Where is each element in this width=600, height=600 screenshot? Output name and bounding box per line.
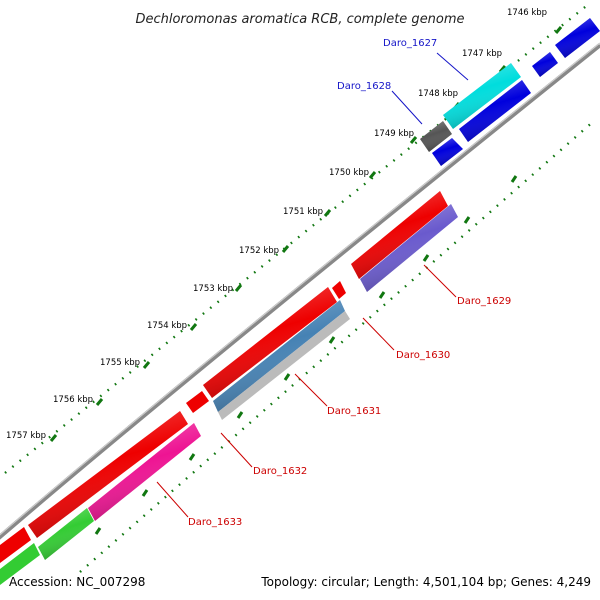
gene-daro-1631-shade bbox=[213, 300, 345, 412]
tick-label: 1756 kbp bbox=[53, 395, 93, 405]
gene-label-daro-1627[interactable]: Daro_1627 bbox=[383, 38, 437, 49]
gene-green-1-shade bbox=[38, 508, 94, 560]
gene-label-daro-1628[interactable]: Daro_1628 bbox=[337, 81, 391, 92]
gene-leader-lines bbox=[156, 52, 469, 518]
genome-backbone bbox=[0, 43, 600, 540]
gene-daro-1628-shade bbox=[420, 121, 452, 152]
gene-red-long-shade bbox=[28, 411, 188, 538]
gene-labels: Daro_1627 Daro_1628 Daro_1629 Daro_1630 … bbox=[188, 38, 511, 528]
tick-label: 1752 kbp bbox=[239, 246, 279, 256]
gene-blue-inner-1-shade bbox=[459, 80, 531, 142]
accession-label: Accession: NC_007298 bbox=[9, 575, 145, 589]
gene-daro-1630-shade bbox=[351, 191, 448, 279]
genome-backbone-highlight bbox=[0, 42, 600, 536]
tick-labels: 1746 kbp 1747 kbp 1748 kbp 1749 kbp 1750… bbox=[6, 8, 547, 441]
gene-red-arrow bbox=[186, 391, 209, 413]
outer-strand-features bbox=[0, 18, 600, 563]
tick-marks-inner bbox=[94, 175, 518, 535]
tick-label: 1754 kbp bbox=[147, 321, 187, 331]
tick-label: 1748 kbp bbox=[418, 89, 458, 99]
gene-red-small bbox=[332, 281, 346, 299]
gene-blue-far-1-shade bbox=[555, 18, 600, 58]
gene-daro-1627-shade bbox=[443, 63, 521, 129]
gene-label-daro-1631[interactable]: Daro_1631 bbox=[327, 406, 381, 417]
gene-green-2 bbox=[0, 543, 40, 585]
tick-label: 1757 kbp bbox=[6, 431, 46, 441]
gene-silver bbox=[218, 311, 350, 420]
gene-label-daro-1629[interactable]: Daro_1629 bbox=[457, 296, 511, 307]
gene-blue-inner-2-shade bbox=[432, 138, 463, 166]
tick-label: 1755 kbp bbox=[100, 358, 140, 368]
gene-daro-1629-shade bbox=[360, 204, 458, 292]
inner-strand-features bbox=[0, 204, 458, 585]
tick-label: 1750 kbp bbox=[329, 168, 369, 178]
tick-label: 1751 kbp bbox=[283, 207, 323, 217]
tick-label: 1753 kbp bbox=[193, 284, 233, 294]
gene-label-daro-1630[interactable]: Daro_1630 bbox=[396, 350, 450, 361]
tick-label: 1749 kbp bbox=[374, 129, 414, 139]
map-title: Dechloromonas aromatica RCB, complete ge… bbox=[135, 12, 464, 27]
gene-daro-1633-shade bbox=[88, 423, 201, 521]
gene-blue-far-2-shade bbox=[532, 52, 558, 77]
gene-label-daro-1632[interactable]: Daro_1632 bbox=[253, 466, 307, 477]
gene-daro-1632-red-shade bbox=[203, 287, 337, 398]
tick-label: 1747 kbp bbox=[462, 49, 502, 59]
genome-summary: Topology: circular; Length: 4,501,104 bp… bbox=[260, 575, 591, 589]
gene-red-left bbox=[0, 527, 31, 563]
gene-label-daro-1633[interactable]: Daro_1633 bbox=[188, 517, 242, 528]
tick-label: 1746 kbp bbox=[507, 8, 547, 18]
tick-ring-inner bbox=[79, 119, 596, 573]
